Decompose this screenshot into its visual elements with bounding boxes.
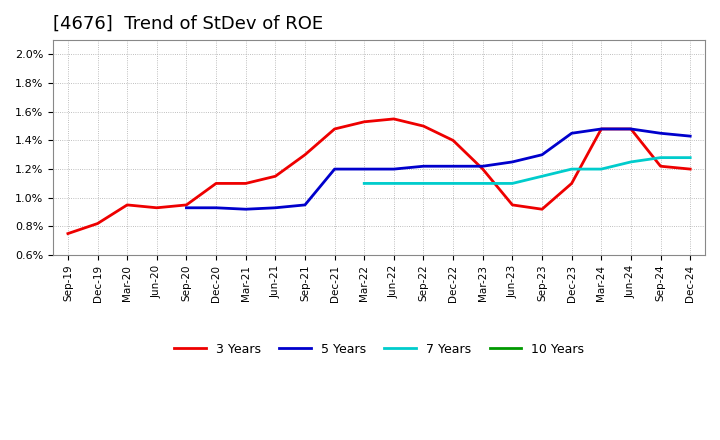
3 Years [330, 126, 339, 132]
3 Years [360, 119, 369, 125]
5 Years [508, 159, 517, 165]
5 Years [449, 164, 457, 169]
7 Years [360, 181, 369, 186]
3 Years [419, 124, 428, 129]
5 Years [538, 152, 546, 158]
7 Years [626, 159, 635, 165]
3 Years [63, 231, 72, 236]
3 Years [182, 202, 191, 208]
5 Years [212, 205, 220, 210]
5 Years [626, 126, 635, 132]
3 Years [508, 202, 517, 208]
3 Years [153, 205, 161, 210]
5 Years [360, 166, 369, 172]
5 Years [567, 131, 576, 136]
Line: 7 Years: 7 Years [364, 158, 690, 183]
5 Years [301, 202, 310, 208]
Line: 3 Years: 3 Years [68, 119, 690, 234]
3 Years [212, 181, 220, 186]
3 Years [301, 152, 310, 158]
Text: [4676]  Trend of StDev of ROE: [4676] Trend of StDev of ROE [53, 15, 323, 33]
7 Years [419, 181, 428, 186]
3 Years [567, 181, 576, 186]
5 Years [419, 164, 428, 169]
7 Years [686, 155, 695, 160]
7 Years [567, 166, 576, 172]
3 Years [479, 166, 487, 172]
3 Years [93, 221, 102, 226]
3 Years [686, 166, 695, 172]
3 Years [390, 116, 398, 121]
3 Years [626, 126, 635, 132]
3 Years [271, 174, 279, 179]
5 Years [241, 206, 250, 212]
Line: 5 Years: 5 Years [186, 129, 690, 209]
7 Years [508, 181, 517, 186]
5 Years [330, 166, 339, 172]
7 Years [538, 174, 546, 179]
3 Years [656, 164, 665, 169]
3 Years [123, 202, 132, 208]
5 Years [479, 164, 487, 169]
5 Years [271, 205, 279, 210]
3 Years [597, 126, 606, 132]
3 Years [241, 181, 250, 186]
3 Years [538, 206, 546, 212]
Legend: 3 Years, 5 Years, 7 Years, 10 Years: 3 Years, 5 Years, 7 Years, 10 Years [169, 337, 589, 361]
7 Years [390, 181, 398, 186]
5 Years [597, 126, 606, 132]
7 Years [656, 155, 665, 160]
7 Years [449, 181, 457, 186]
7 Years [479, 181, 487, 186]
7 Years [597, 166, 606, 172]
5 Years [686, 133, 695, 139]
5 Years [656, 131, 665, 136]
5 Years [390, 166, 398, 172]
5 Years [182, 205, 191, 210]
3 Years [449, 138, 457, 143]
